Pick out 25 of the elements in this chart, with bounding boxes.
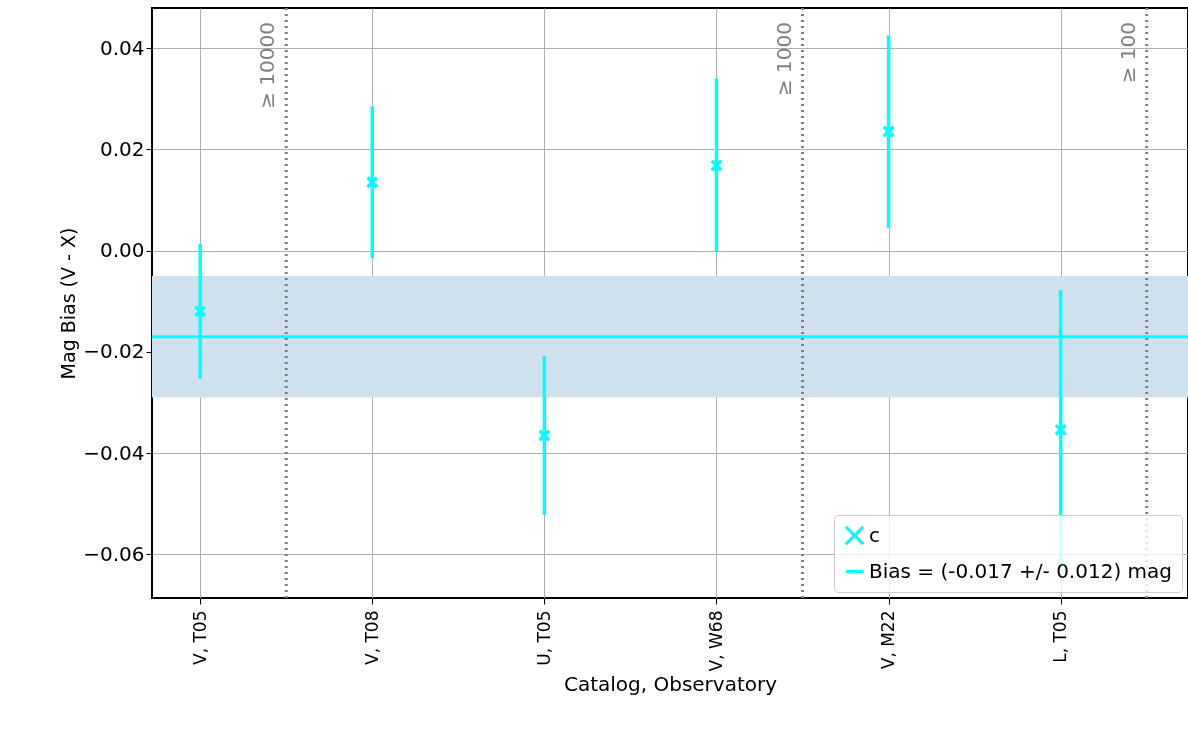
annotation: ≥ 1000 — [771, 22, 796, 97]
y-tick-label: −0.02 — [83, 339, 145, 364]
point — [365, 175, 379, 189]
point — [193, 304, 207, 318]
y-tick-label: 0.02 — [99, 136, 145, 161]
y-axis-title: Mag Bias (V - X) — [57, 227, 80, 380]
legend-label: c — [869, 522, 880, 547]
x-tick-label: L, T05 — [1050, 610, 1071, 663]
point — [1054, 423, 1068, 437]
point — [882, 125, 896, 139]
x-tick-label: V, M22 — [878, 610, 899, 670]
x-tick-label: V, W68 — [705, 610, 726, 672]
x-tick-label: V, T08 — [361, 610, 382, 665]
y-tick-label: 0.00 — [99, 238, 145, 263]
legend-label: Bias = (-0.017 +/- 0.012) mag — [869, 558, 1172, 583]
y-tick-label: −0.04 — [83, 440, 145, 465]
y-tick-label: −0.06 — [83, 541, 145, 566]
x-tick-label: U, T05 — [533, 610, 554, 666]
x-tick-label: V, T05 — [189, 610, 210, 665]
x-axis-title: Catalog, Observatory — [563, 672, 778, 697]
annotation: ≥ 100 — [1115, 22, 1140, 84]
point — [537, 428, 551, 442]
point — [709, 159, 723, 172]
y-tick-label: 0.04 — [99, 35, 145, 60]
annotation: ≥ 10000 — [255, 22, 280, 109]
